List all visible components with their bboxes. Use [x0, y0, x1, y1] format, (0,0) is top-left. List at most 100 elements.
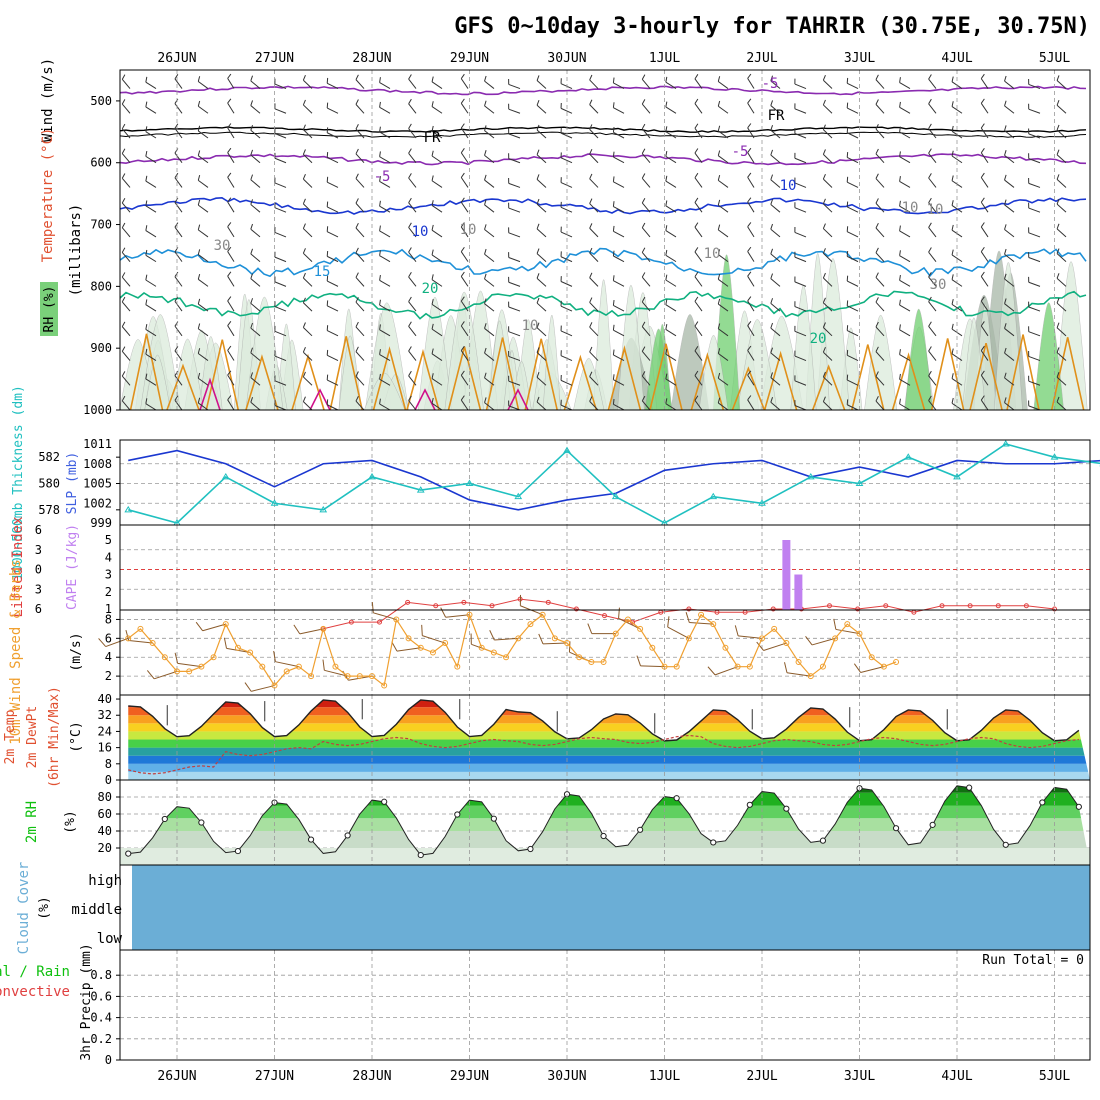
wind-barb	[823, 129, 833, 139]
wind-barb-feather	[227, 73, 232, 79]
wind-speed-point	[795, 658, 802, 665]
wind-speed-point	[198, 663, 205, 670]
wind-barb	[379, 230, 391, 238]
wind-barb	[846, 354, 859, 361]
isotherm-warm	[891, 352, 926, 411]
wind-speed-point	[210, 654, 217, 661]
pressure-tick-label: 500	[90, 94, 112, 108]
contour-label: -5	[732, 144, 749, 160]
rh-shading	[444, 291, 484, 411]
wind-barb	[460, 177, 469, 188]
wind-barb-feather	[355, 198, 359, 204]
wind-barb	[747, 374, 755, 386]
wind-barb	[431, 229, 443, 238]
wind-barb	[875, 128, 885, 139]
wind-barb	[303, 401, 313, 411]
wind-barb-feather	[770, 149, 774, 156]
wind-speed-point	[381, 682, 388, 689]
wind-barb-feather	[770, 100, 774, 106]
wind-barb	[508, 306, 521, 312]
wind-barb	[1028, 182, 1041, 188]
wind-barb-feather	[145, 76, 148, 83]
wind-barb	[408, 78, 417, 89]
wind-speed-point	[320, 625, 327, 632]
wind-barb	[823, 327, 833, 337]
wind-barb-feather	[694, 370, 699, 376]
wind-barb-feather	[121, 371, 126, 377]
wind-barb	[770, 80, 781, 89]
wind-barb	[641, 375, 651, 386]
wind-barb	[250, 154, 261, 164]
lifted-index-point	[855, 606, 861, 612]
wind-barb-feather	[250, 298, 254, 304]
wind-barb-feather	[322, 659, 325, 671]
isotherm-warm	[811, 364, 846, 411]
wind-barb	[560, 256, 573, 263]
wind-barb-feather	[717, 249, 721, 255]
precip-convective-label: Convective	[0, 984, 70, 1000]
wind-barb	[589, 376, 599, 386]
wind-barb-feather	[717, 150, 721, 156]
wind-barb	[875, 351, 885, 361]
dewpt2m-label: 2m DewPt	[25, 706, 40, 769]
wind-barb-feather	[980, 148, 985, 154]
wind-barb-feather	[197, 224, 201, 230]
lifted-index-point	[405, 599, 411, 605]
wind-barb	[951, 106, 963, 114]
wind-barb-feather	[460, 197, 465, 203]
wind-barb	[379, 255, 391, 263]
wind-barb	[536, 277, 547, 287]
wind-barb	[145, 353, 157, 361]
wind-barb-feather	[355, 297, 359, 303]
wind-barb	[899, 329, 911, 337]
wind-barb	[484, 80, 495, 89]
isotherm-minus5-upper	[119, 85, 1087, 96]
wind-barb-feather	[355, 222, 359, 229]
wind-speed-point	[588, 658, 595, 665]
wind-speed-point	[137, 625, 144, 632]
date-label-top: 1JUL	[649, 51, 680, 66]
wind-barb-feather	[589, 124, 593, 130]
wind-barb	[1056, 277, 1067, 287]
wind-barb-feather	[355, 74, 359, 80]
wind-barb	[846, 181, 859, 188]
wind-speed-point	[746, 663, 753, 670]
wind-barb	[613, 305, 625, 312]
isotherm-warm	[763, 350, 798, 411]
wind-barb	[928, 78, 937, 89]
wind-barb-feather	[145, 150, 148, 157]
wind-barb-feather	[641, 222, 646, 228]
wind-barb-feather	[484, 248, 487, 255]
wind-barb	[717, 179, 729, 188]
wind-barb	[174, 152, 183, 164]
wind-barb	[794, 231, 807, 238]
wind-barb	[770, 204, 781, 213]
wind-barb	[747, 201, 755, 213]
wind-barb-feather	[145, 225, 148, 231]
wind-barb	[508, 331, 521, 337]
wind-barb-feather	[174, 148, 179, 154]
wind-barb	[536, 327, 547, 337]
thickness-point	[465, 479, 474, 486]
wind-barb	[641, 177, 651, 188]
wind-barb	[326, 157, 339, 164]
wind-barb	[835, 628, 860, 635]
wind-barb-feather	[460, 98, 465, 104]
wind-barb	[899, 230, 911, 238]
wind-barb	[717, 303, 729, 312]
wind-barb-feather	[641, 173, 646, 179]
temperature-band	[128, 747, 1090, 756]
wind-barb	[717, 229, 729, 238]
wind-barb-feather	[408, 74, 412, 80]
wind-barb	[145, 230, 157, 238]
wind-barb	[1056, 154, 1067, 164]
wind-barb-feather	[665, 76, 668, 83]
wind-barb	[274, 405, 287, 411]
wind-barb	[460, 350, 469, 361]
wind-barb-feather	[612, 77, 615, 83]
wind-barb-feather	[431, 224, 434, 231]
wind-speed-point	[637, 625, 644, 632]
wind-barb	[408, 400, 417, 411]
wind-barb-feather	[121, 222, 126, 228]
lifted-index-point	[1023, 603, 1029, 609]
